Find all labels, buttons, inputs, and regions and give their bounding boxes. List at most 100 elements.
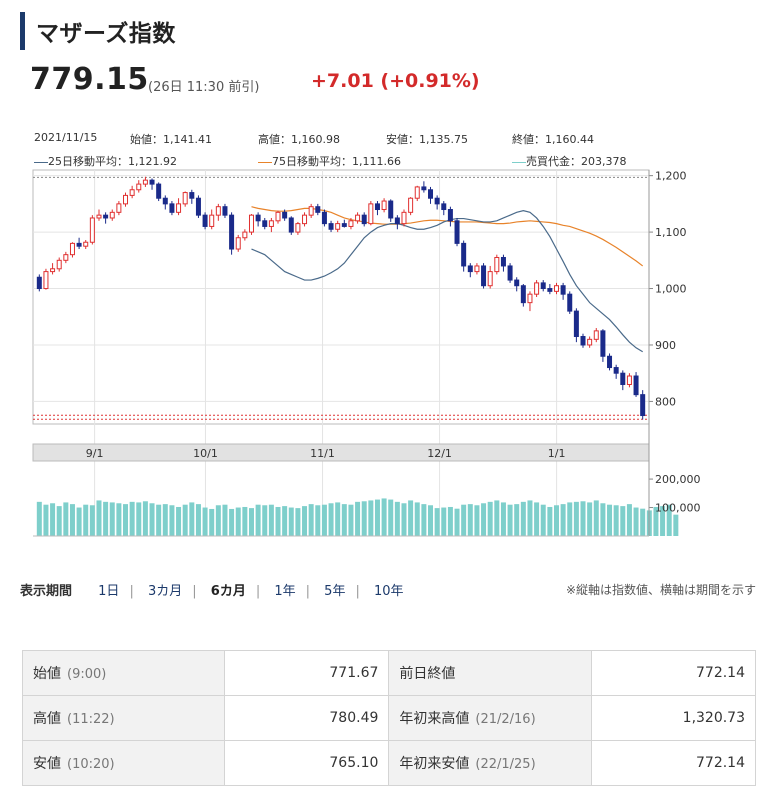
info-ma25: 25日移動平均：1,121.92 [34,153,177,169]
volume-bar [89,505,95,536]
period-1y[interactable]: 1年 [274,584,296,599]
volume-bar [467,504,473,536]
candle-body [494,256,500,273]
stat-key: 安値 (10:20) [21,740,226,786]
candle-body [189,192,195,199]
volume-legend-line [512,161,526,163]
candle-body [507,265,513,281]
table-row: 始値 (9:00) 771.67 前日終値 772.14 [21,650,757,696]
candle-body [626,375,632,385]
candle-body [500,256,506,267]
y-tick-label: 1,000 [655,283,687,296]
candle-body [222,206,228,216]
stat-key-time: (9:00) [67,667,107,682]
candle-body [116,203,122,213]
stat-value: 772.14 [590,740,757,786]
volume-bar [63,502,69,536]
y-tick-label: 1,100 [655,226,687,239]
volume-bar [156,504,162,536]
volume-bar [441,507,447,536]
stat-key-time: (22/1/25) [475,757,536,772]
volume-bar [56,506,62,536]
candle-body [441,203,447,211]
candle-body [182,192,188,205]
candle-body [361,214,367,225]
volume-bar [626,504,632,536]
candle-body [567,293,573,312]
volume-bar [573,501,579,536]
info-open: 始値：1,141.41 [130,133,212,146]
candle-body [374,203,380,211]
title-accent-bar [20,12,25,50]
stat-key-label: 安値 [33,756,61,772]
period-3m[interactable]: 3カ月 [147,584,183,599]
candle-body [109,211,115,219]
candle-body [620,372,626,385]
x-tick-label: 12/1 [427,447,452,460]
x-tick-label: 11/1 [310,447,335,460]
volume-bar [136,502,142,536]
candle-body [215,206,221,216]
candle-body [63,254,69,261]
volume-bar [328,503,334,536]
volume-bar [268,504,274,536]
stat-key: 前日終値 [388,650,592,696]
period-6m[interactable]: 6カ月 [210,584,246,599]
volume-bar [348,504,354,536]
y-tick-label: 900 [655,339,676,352]
candle-body [454,220,460,244]
candle-body [321,211,327,225]
candle-body [229,214,235,250]
candle-body [169,203,175,213]
volume-bar [222,504,228,536]
volume-bar [149,503,155,536]
period-1d[interactable]: 1日 [98,584,120,599]
volume-bar [215,505,221,536]
volume-tick-label: 200,000 [655,473,701,486]
volume-bar [109,502,115,536]
candle-body [129,189,135,196]
volume-bar [381,498,387,536]
candle-body [202,214,208,227]
volume-bar [368,500,374,536]
volume-bar [315,505,321,536]
volume-bar [189,502,195,536]
candlestick-chart: 1,200 1,100 1,000 900 800 9/1 10/1 11/1 12/1 1/1 2… [32,169,701,537]
candle-body [162,197,168,205]
ma25-line [251,210,643,353]
stat-key-time: (10:20) [67,757,115,772]
volume-bar [520,501,526,536]
candle-body [421,186,427,191]
period-divider: | [192,584,197,599]
candle-body [235,237,241,250]
info-high: 高値：1,160.98 [258,133,340,146]
volume-bar [162,504,168,536]
candle-body [195,197,201,216]
volume-bar [553,505,559,536]
candle-body [547,288,553,292]
current-price: 779.15 [30,62,149,97]
period-10y[interactable]: 10年 [373,584,404,599]
candle-body [580,336,586,346]
stat-value: 772.14 [590,650,757,696]
volume-bar [633,507,639,536]
candle-body [527,293,533,304]
volume-bar [282,506,288,536]
volume-bar [116,503,122,536]
period-divider: | [305,584,311,599]
stat-key: 始値 (9:00) [21,650,226,696]
candle-body [600,330,606,357]
candle-body [560,285,566,295]
candle-body [295,223,301,233]
stat-key-label: 年初来高値 [399,711,470,727]
stat-value: 780.49 [224,695,390,741]
period-5y[interactable]: 5年 [324,584,346,599]
volume-bar [355,501,361,536]
period-divider: | [129,584,134,599]
candle-body [142,179,148,185]
candle-body [341,223,347,227]
candle-body [401,211,407,225]
candle-body [388,200,394,219]
volume-bar [388,499,394,536]
volume-bar [361,501,367,536]
